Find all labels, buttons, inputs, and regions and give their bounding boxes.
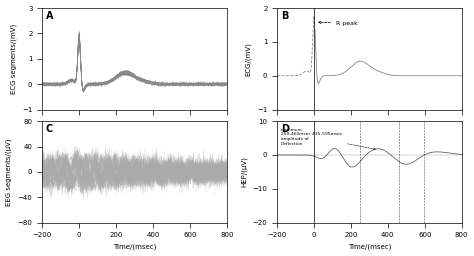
Y-axis label: ECG segments/(mV): ECG segments/(mV)	[10, 24, 17, 94]
Text: R peak: R peak	[319, 21, 358, 26]
X-axis label: Time/(msec): Time/(msec)	[348, 244, 391, 250]
X-axis label: Time/(msec): Time/(msec)	[113, 244, 156, 250]
Y-axis label: ECG/(mV): ECG/(mV)	[245, 42, 252, 76]
Text: D: D	[281, 124, 289, 134]
Y-axis label: EEG segments/(μV): EEG segments/(μV)	[6, 138, 12, 206]
Text: A: A	[46, 11, 54, 21]
Y-axis label: HEP/(μV): HEP/(μV)	[240, 156, 247, 187]
Text: B: B	[281, 11, 288, 21]
Text: maximum
250-460msec 435-595msec
amplitude of
Deflection: maximum 250-460msec 435-595msec amplitud…	[281, 128, 375, 150]
Text: C: C	[46, 124, 53, 134]
